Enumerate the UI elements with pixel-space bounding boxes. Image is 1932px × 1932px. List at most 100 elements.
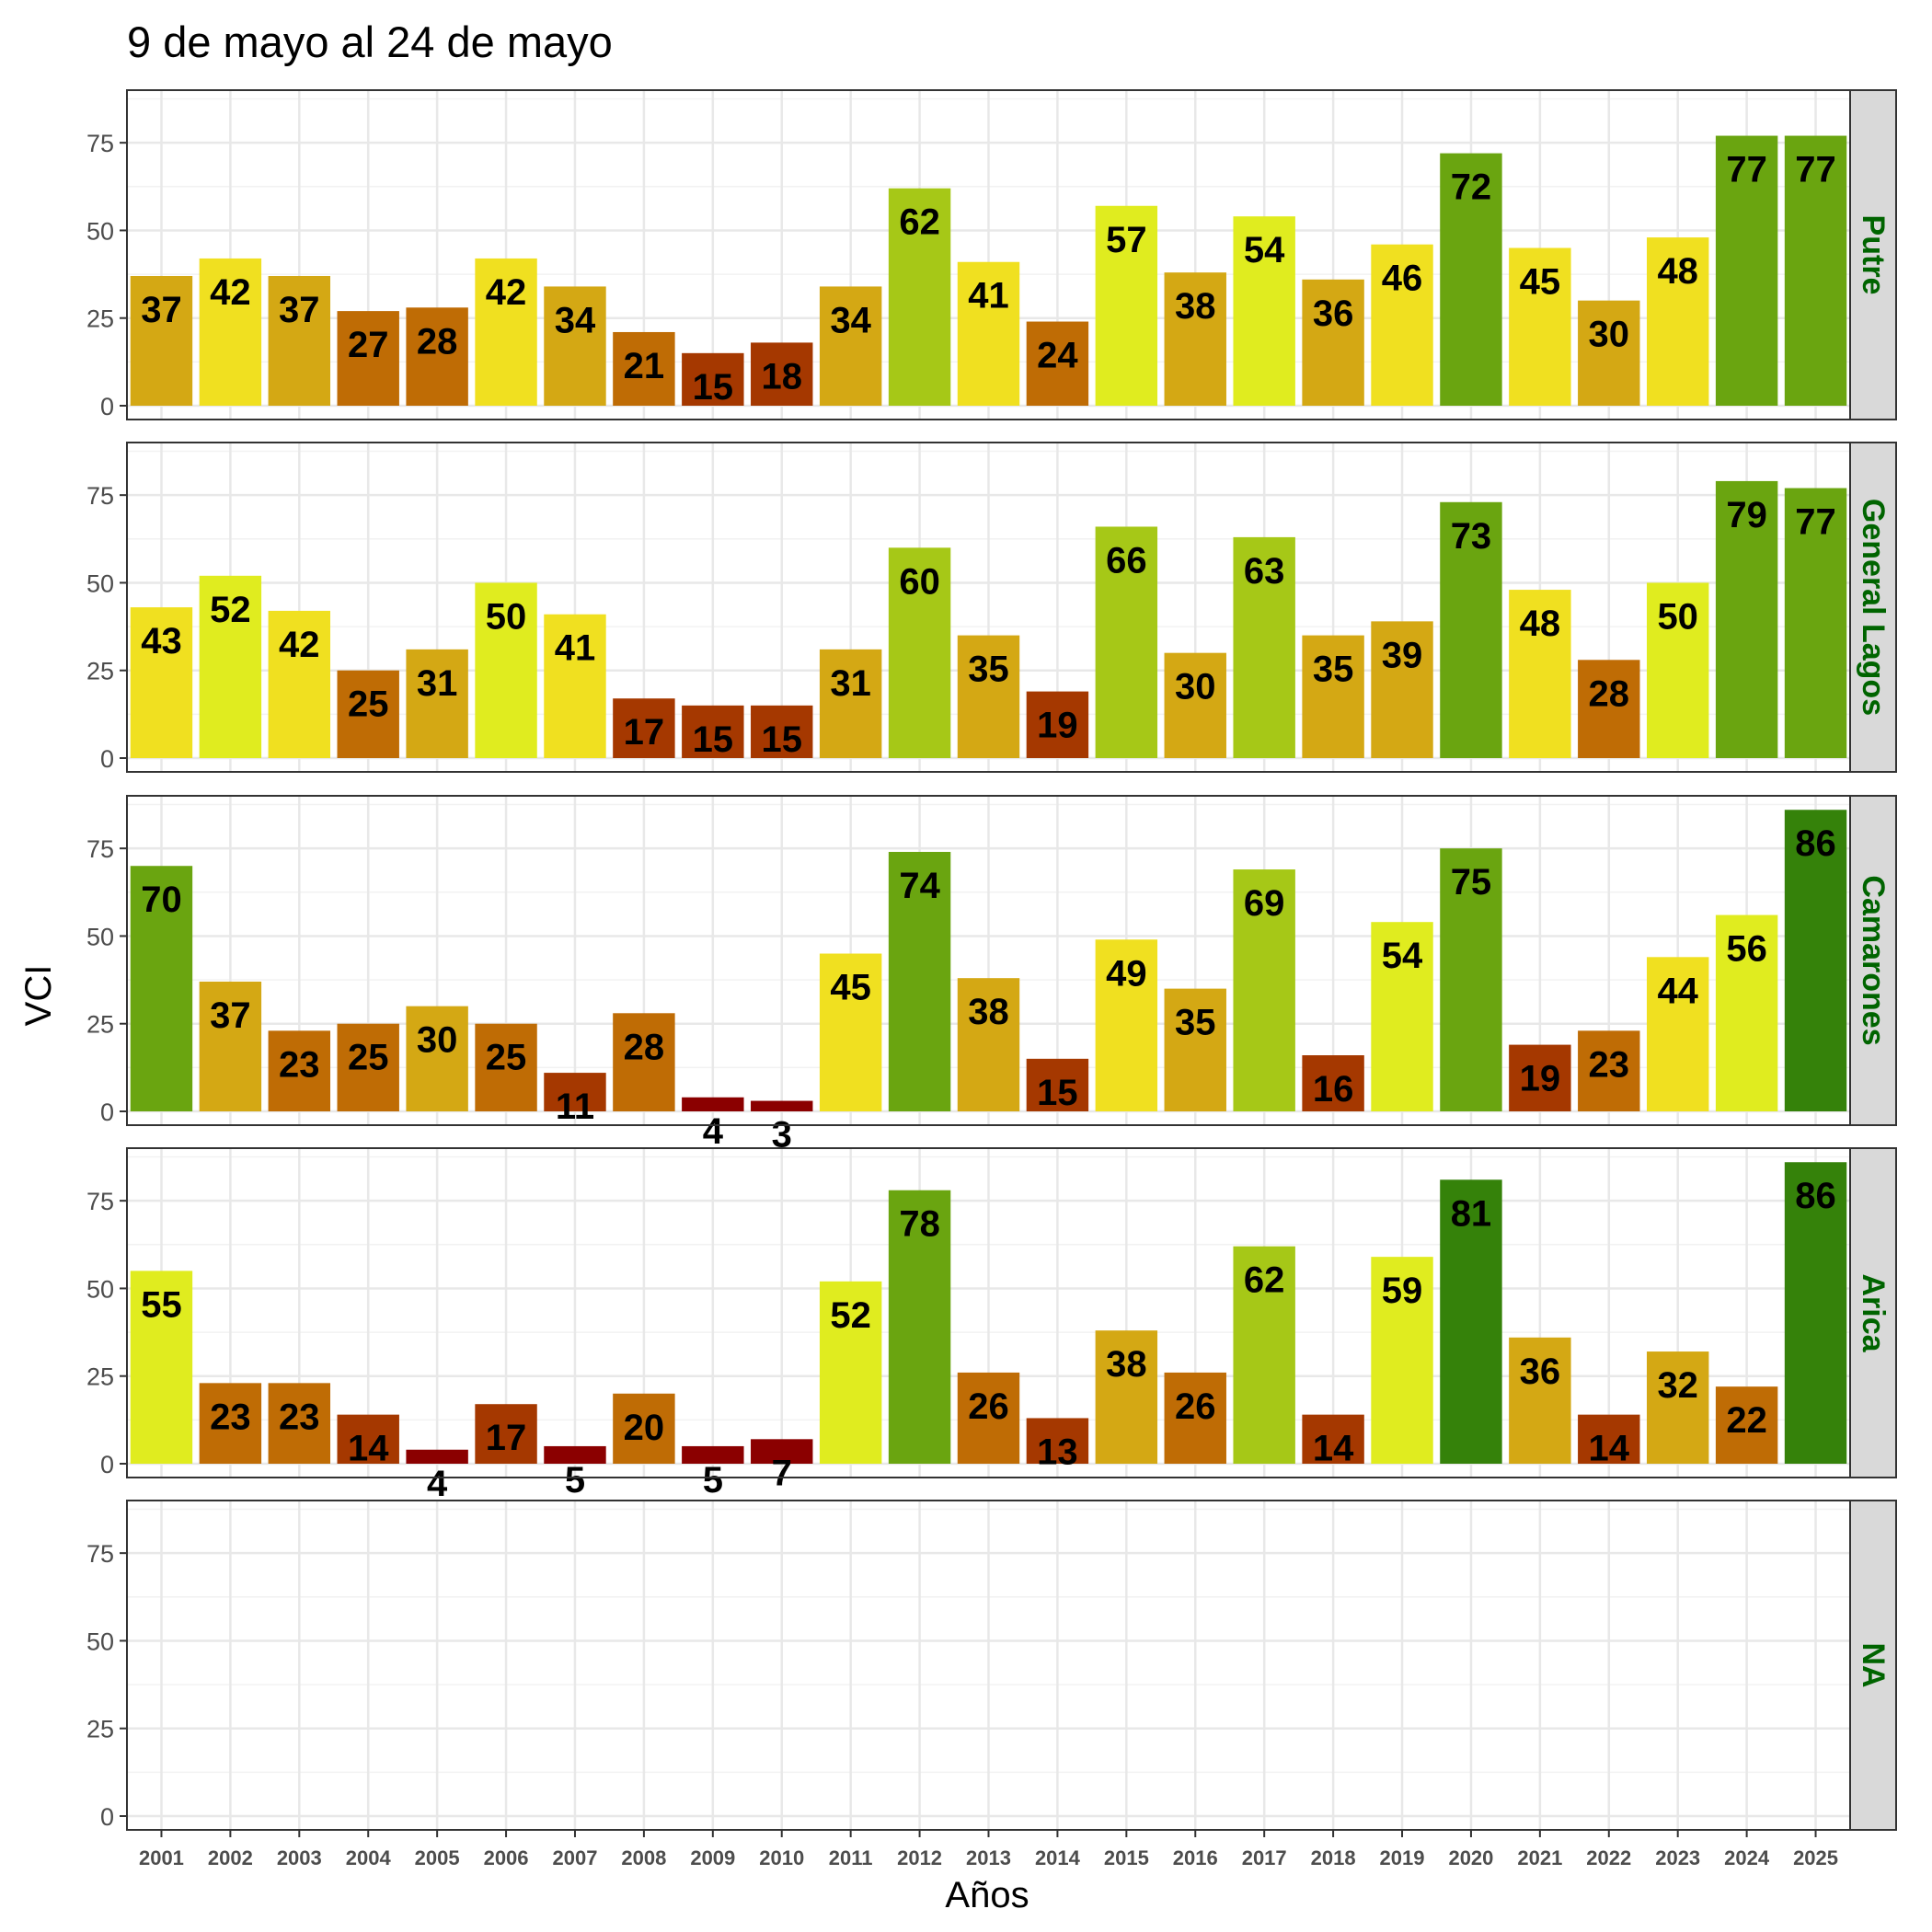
y-tick-label: 25	[86, 658, 114, 685]
bar-2014	[1026, 1058, 1089, 1111]
bar-label-2015: 66	[1106, 540, 1147, 581]
bar-label-2020: 75	[1451, 862, 1492, 903]
bar-2025	[1784, 135, 1847, 407]
bar-2002	[199, 981, 262, 1111]
bar-2021	[1509, 1337, 1571, 1464]
bar-label-2014: 24	[1037, 336, 1078, 376]
strip-label: General Lagos	[1856, 499, 1891, 716]
bar-label-2001: 43	[141, 621, 182, 661]
bar-label-2010: 15	[761, 719, 802, 760]
bar-label-2008: 28	[624, 1027, 665, 1067]
bar-label-2018: 36	[1313, 293, 1354, 334]
y-tick-label: 50	[86, 1275, 114, 1303]
bar-label-2007: 41	[555, 628, 596, 669]
x-tick-label: 2015	[1104, 1846, 1149, 1869]
y-tick-label: 50	[86, 217, 114, 245]
bar-label-2013: 26	[968, 1386, 1009, 1427]
bar-label-2018: 35	[1313, 650, 1354, 690]
x-tick-label: 2017	[1242, 1846, 1287, 1869]
bar-2016	[1164, 1372, 1226, 1464]
bar-label-2002: 52	[210, 590, 251, 630]
x-tick-label: 2024	[1724, 1846, 1770, 1869]
bar-2009	[682, 1445, 744, 1464]
x-tick-label: 2023	[1655, 1846, 1700, 1869]
bar-label-2001: 37	[141, 290, 182, 330]
bar-2022	[1578, 1414, 1640, 1464]
bar-label-2002: 37	[210, 995, 251, 1036]
bar-2018	[1302, 1414, 1364, 1464]
bar-2001	[130, 866, 193, 1111]
bar-label-2025: 77	[1795, 502, 1836, 543]
y-tick-label: 25	[86, 305, 114, 333]
x-tick-label: 2003	[277, 1846, 322, 1869]
bar-2012	[888, 547, 951, 758]
bar-2015	[1095, 526, 1158, 758]
bar-label-2021: 36	[1520, 1351, 1561, 1392]
bar-label-2007: 5	[565, 1460, 585, 1501]
strip-background	[1849, 442, 1897, 773]
bar-2023	[1646, 1351, 1709, 1464]
bar-2016	[1164, 272, 1226, 406]
bar-2021	[1509, 1044, 1571, 1111]
bar-2005	[406, 1006, 468, 1111]
bar-2009	[682, 1097, 744, 1111]
bar-label-2010: 18	[761, 356, 802, 397]
bar-label-2017: 62	[1244, 1260, 1285, 1301]
x-tick-label: 2018	[1311, 1846, 1356, 1869]
bar-2024	[1715, 1386, 1778, 1464]
bar-2023	[1646, 957, 1709, 1111]
x-axis-title: Años	[945, 1875, 1029, 1915]
y-tick-label: 75	[86, 130, 114, 157]
bar-label-2006: 50	[486, 596, 527, 637]
bar-2012	[888, 851, 951, 1111]
bar-label-2023: 50	[1657, 596, 1698, 637]
strip-background	[1849, 1500, 1897, 1831]
bar-label-2020: 72	[1451, 167, 1492, 208]
bar-2010	[751, 1100, 813, 1111]
bar-2010	[751, 705, 813, 758]
panel-general-lagos: 43 52 42 25 31 50 41 17 15 15 31 60 35 19 66 30 63 35 39 73…	[86, 442, 1897, 773]
y-tick-label: 25	[86, 1011, 114, 1039]
bar-label-2004: 14	[348, 1429, 389, 1469]
bar-2007	[544, 1445, 606, 1464]
bar-2024	[1715, 135, 1778, 407]
bar-label-2009: 15	[693, 719, 734, 760]
bar-label-2017: 69	[1244, 883, 1285, 924]
bar-label-2003: 37	[279, 290, 320, 330]
bar-2004	[337, 311, 399, 406]
bar-2020	[1440, 153, 1502, 406]
x-tick-label: 2012	[897, 1846, 942, 1869]
bar-2020	[1440, 848, 1502, 1111]
x-tick-label: 2009	[690, 1846, 735, 1869]
strip-label: Arica	[1856, 1273, 1891, 1352]
bar-2003	[268, 1030, 331, 1111]
bar-2019	[1371, 1257, 1433, 1464]
bar-2015	[1095, 1330, 1158, 1464]
bar-label-2014: 19	[1037, 706, 1078, 746]
bar-2022	[1578, 300, 1640, 406]
x-tick-label: 2008	[621, 1846, 666, 1869]
y-tick-label: 25	[86, 1716, 114, 1743]
bar-2025	[1784, 1162, 1847, 1464]
bar-label-2011: 45	[830, 968, 871, 1008]
bar-2001	[130, 275, 193, 406]
bar-label-2009: 5	[703, 1460, 723, 1501]
bar-2004	[337, 1414, 399, 1464]
bar-label-2021: 48	[1520, 604, 1561, 644]
y-tick-label: 75	[86, 835, 114, 863]
bar-label-2015: 57	[1106, 220, 1147, 260]
bar-label-2003: 42	[279, 625, 320, 665]
bar-2004	[337, 670, 399, 758]
x-tick-label: 2020	[1448, 1846, 1493, 1869]
x-tick-label: 2002	[208, 1846, 253, 1869]
bar-2017	[1233, 1246, 1295, 1464]
x-tick-label: 2007	[553, 1846, 598, 1869]
y-tick-label: 75	[86, 482, 114, 510]
bar-label-2003: 23	[279, 1397, 320, 1437]
bar-2015	[1095, 205, 1158, 406]
bar-label-2022: 28	[1589, 673, 1630, 714]
bar-label-2005: 30	[417, 1020, 458, 1061]
panel-putre: 37 42 37 27 28 42 34 21 15 18 34 62 41 24 57 38 54 36 46 72…	[86, 89, 1897, 420]
bar-2005	[406, 649, 468, 758]
